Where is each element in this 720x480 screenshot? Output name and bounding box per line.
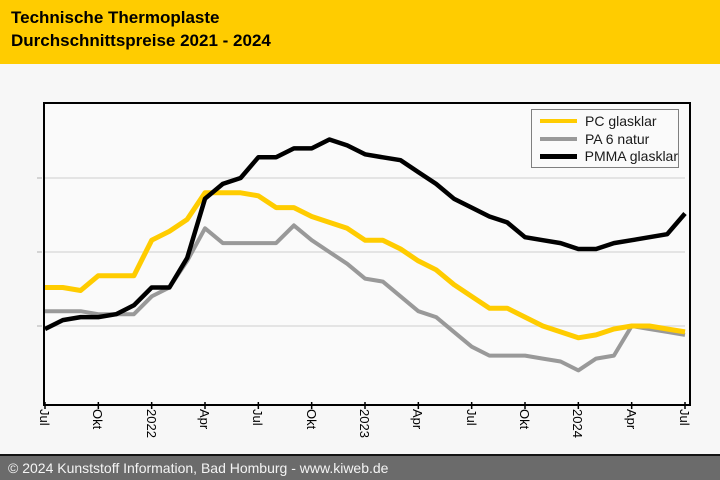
x-tick-label: Okt — [90, 409, 106, 430]
legend: PC glasklar PA 6 natur PMMA glasklar — [531, 109, 679, 168]
series-line-pmma-glasklar — [43, 137, 687, 332]
footer-bar: © 2024 Kunststoff Information, Bad Hombu… — [0, 454, 720, 480]
footer-text: © 2024 Kunststoff Information, Bad Hombu… — [8, 460, 389, 476]
x-tick-label: Jul — [677, 409, 692, 426]
legend-swatch-pa6 — [540, 136, 577, 141]
x-tick-label: Apr — [623, 409, 639, 430]
legend-item: PA 6 natur — [540, 130, 678, 148]
legend-item: PMMA glasklar — [540, 147, 678, 165]
legend-item: PC glasklar — [540, 112, 678, 130]
legend-item-label: PA 6 natur — [585, 130, 650, 147]
plot-svg — [37, 137, 687, 409]
x-tick-label: Okt — [303, 409, 319, 430]
x-tick-label: Apr — [197, 409, 212, 430]
x-tick-label: Apr — [410, 409, 426, 430]
x-tick-label: 2024 — [570, 409, 586, 438]
series-line-pc-glasklar — [45, 190, 686, 341]
legend-item-label: PC glasklar — [585, 112, 657, 129]
x-tick-label: Jul — [250, 409, 266, 426]
header-banner: Technische Thermoplaste Durchschnittspre… — [0, 0, 720, 64]
legend-item-label: PMMA glasklar — [584, 148, 678, 165]
legend-swatch-pc — [540, 118, 577, 123]
x-tick-label: 2023 — [357, 409, 372, 438]
x-tick-label: Jul — [37, 409, 52, 426]
x-tick-label: Jul — [463, 409, 479, 426]
x-tick-label: 2022 — [143, 409, 159, 438]
series-line-pa-6-natur — [45, 223, 686, 373]
legend-swatch-pmma — [540, 153, 577, 159]
page-title-line1: Technische Thermoplaste — [11, 8, 220, 27]
x-tick-label: Okt — [517, 409, 532, 430]
page-title-line2: Durchschnittspreise 2021 - 2024 — [11, 31, 271, 50]
